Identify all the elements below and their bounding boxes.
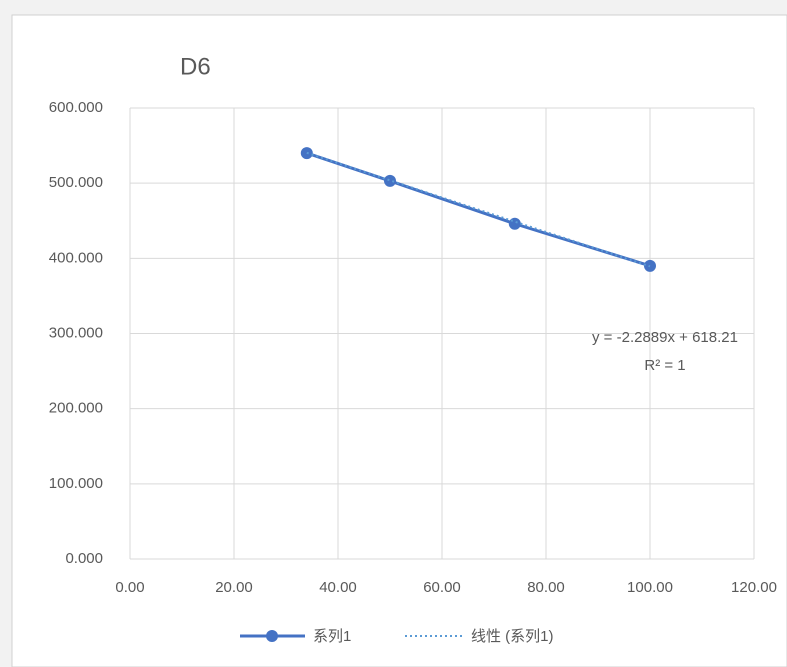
trendline (306, 151, 651, 268)
y-tick-label: 300.000 (49, 324, 103, 341)
y-tick-label: 500.000 (49, 174, 103, 191)
legend-label: 线性 (系列1) (471, 628, 554, 645)
y-tick-label: 600.000 (49, 99, 103, 116)
x-tick-label: 20.00 (215, 579, 253, 596)
legend-marker (266, 630, 278, 642)
trendline-equation: y = -2.2889x + 618.21 (592, 329, 738, 346)
x-tick-label: 100.00 (627, 579, 673, 596)
y-tick-label: 100.000 (49, 475, 103, 492)
x-tick-label: 80.00 (527, 579, 565, 596)
x-tick-label: 40.00 (319, 579, 357, 596)
legend-label: 系列1 (313, 628, 351, 645)
x-tick-label: 60.00 (423, 579, 461, 596)
y-tick-label: 0.000 (65, 550, 103, 567)
x-tick-label: 120.00 (731, 579, 777, 596)
data-point (384, 174, 396, 187)
y-tick-label: 200.000 (49, 400, 103, 417)
trendline-r2: R² = 1 (644, 357, 685, 374)
chart-title: D6 (180, 53, 211, 80)
x-tick-label: 0.00 (115, 579, 144, 596)
data-point (508, 217, 521, 230)
y-tick-label: 400.000 (49, 249, 103, 266)
chart-area (11, 14, 787, 667)
